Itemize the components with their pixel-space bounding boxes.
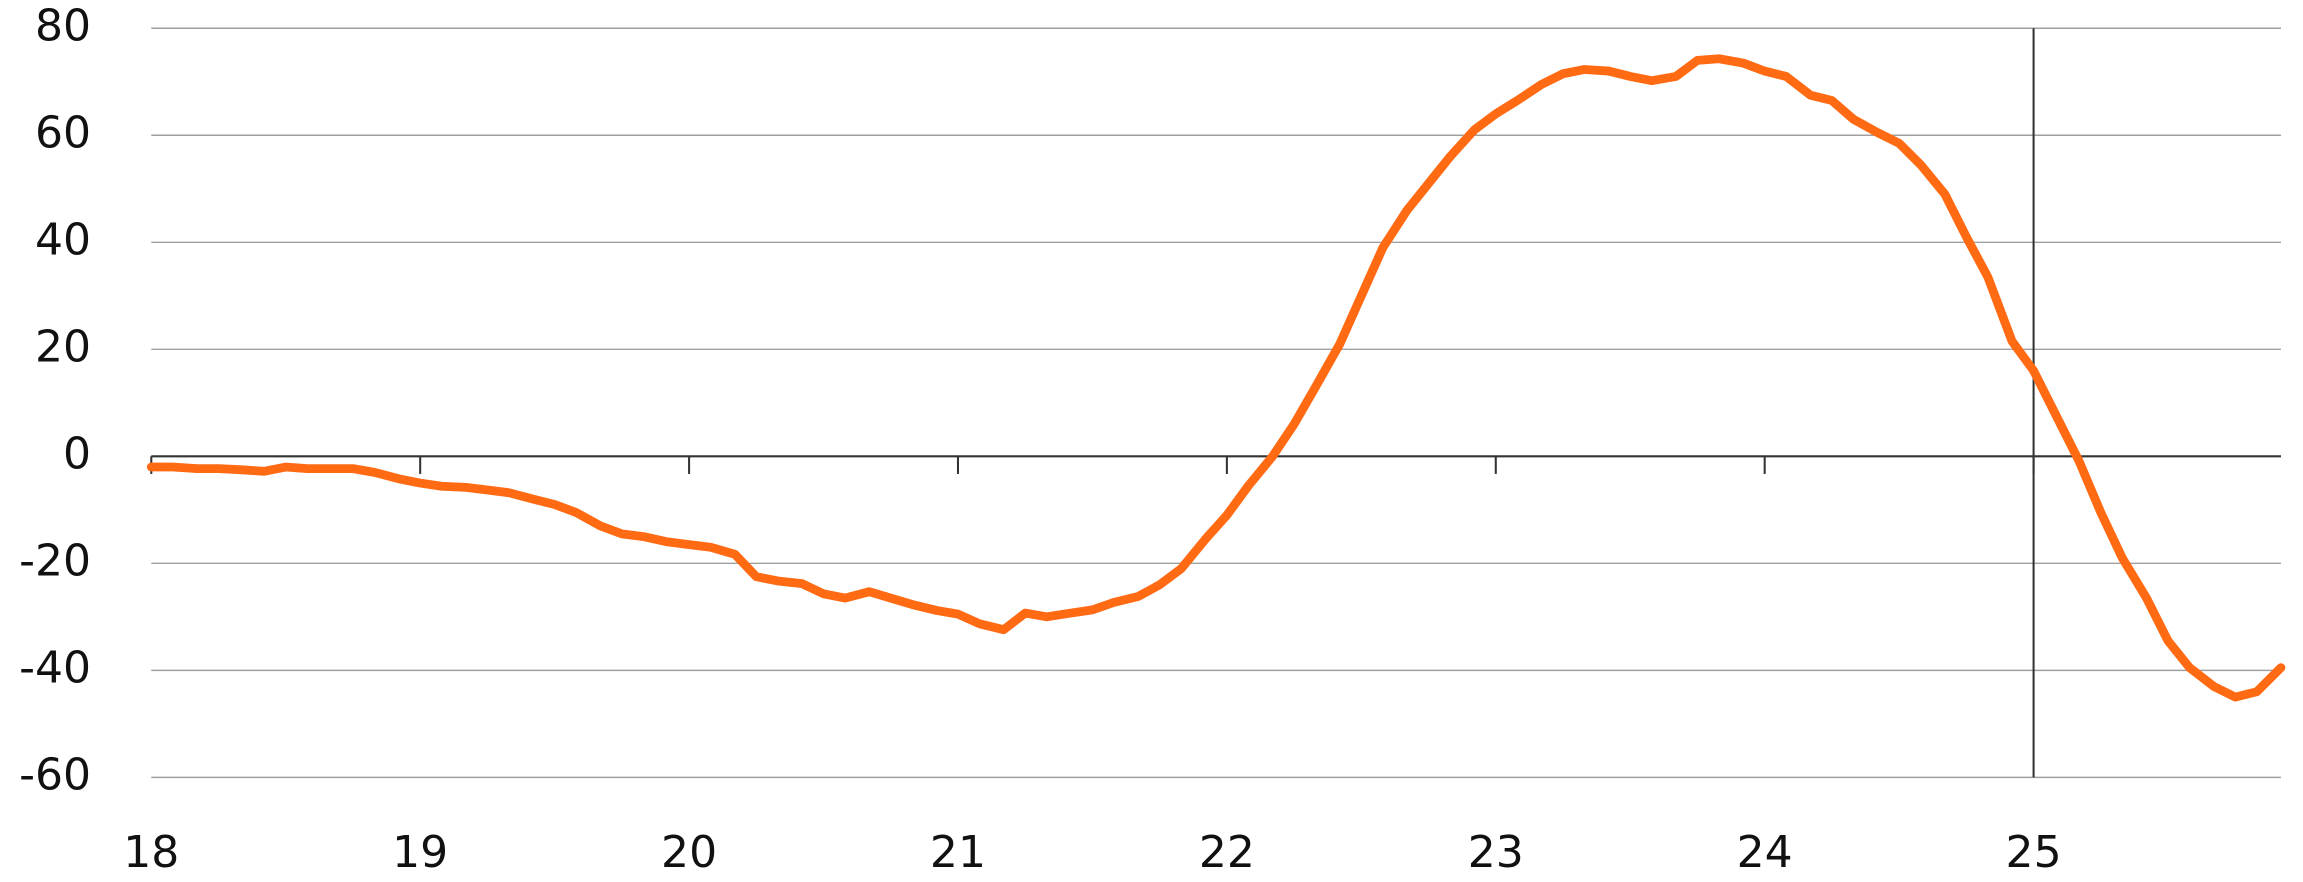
y-tick-label: 20 (35, 321, 91, 372)
x-tick-label: 22 (1199, 827, 1255, 878)
y-tick-label: 0 (63, 428, 91, 479)
y-tick-label: 60 (35, 107, 91, 158)
x-tick-label: 18 (123, 827, 179, 878)
x-tick-label: 25 (2006, 827, 2062, 878)
x-tick-label: 24 (1737, 827, 1793, 878)
y-tick-label: 80 (35, 0, 91, 51)
line-series (146, 54, 2286, 702)
y-tick-label: -20 (19, 535, 91, 586)
y-tick-label: -40 (19, 642, 91, 693)
y-tick-label: -60 (19, 749, 91, 800)
x-tick-label: 19 (392, 827, 448, 878)
y-tick-label: 40 (35, 214, 91, 265)
x-tick-label: 21 (930, 827, 986, 878)
x-tick-label: 23 (1468, 827, 1524, 878)
x-tick-label: 20 (661, 827, 717, 878)
